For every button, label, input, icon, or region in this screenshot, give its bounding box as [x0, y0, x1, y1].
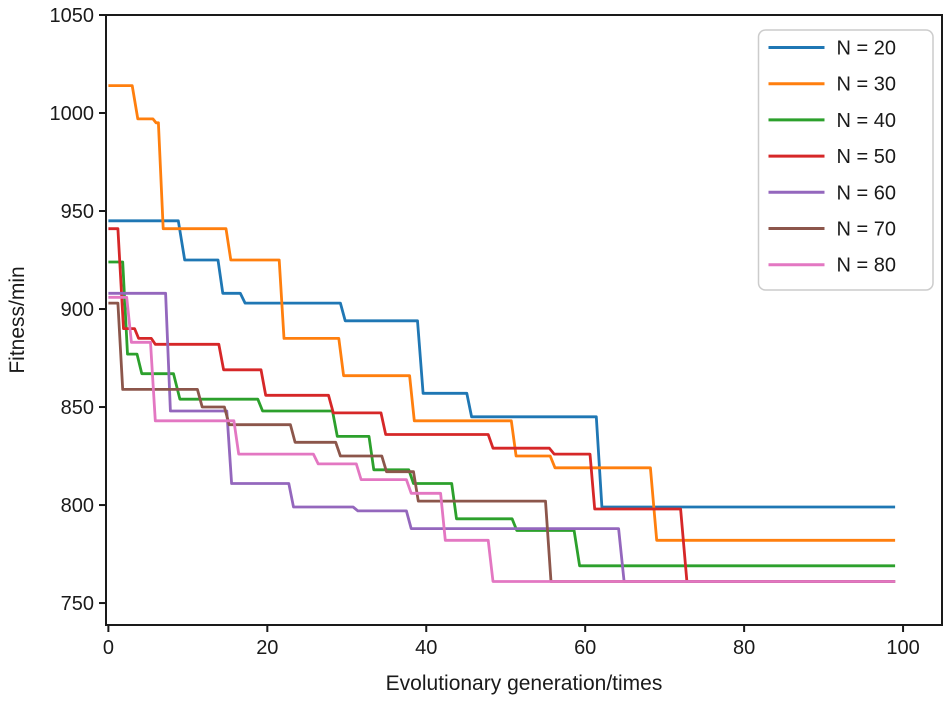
legend-label-20: N = 20	[837, 38, 896, 60]
legend-label-40: N = 40	[837, 110, 896, 132]
y-tick-label: 900	[61, 299, 94, 321]
y-tick-label: 1000	[50, 103, 95, 125]
series-line-20	[108, 219, 896, 509]
legend-label-70: N = 70	[837, 219, 896, 241]
axes-layer: 0 20 40 60 80 100 750 800 850 900 950 1000 1050	[50, 5, 943, 659]
x-tick-label: 40	[415, 637, 437, 659]
series-line-60	[108, 291, 896, 583]
legend-box	[757, 29, 934, 291]
x-tick-label: 80	[733, 637, 755, 659]
plot-frame	[105, 14, 943, 626]
legend-label-80: N = 80	[837, 255, 896, 277]
x-tick-label: 60	[574, 637, 596, 659]
legend-label-50: N = 50	[837, 146, 896, 168]
x-tick-label: 20	[256, 637, 278, 659]
plot-layer	[108, 84, 896, 583]
x-tick-label: 100	[886, 637, 919, 659]
y-tick-label: 750	[61, 593, 94, 615]
y-tick-label: 1050	[50, 5, 95, 27]
legend: N = 20 N = 30 N = 40 N = 50 N = 60 N = 70 N = …	[757, 29, 934, 291]
x-axis-title: Evolutionary generation/times	[386, 672, 663, 695]
legend-label-30: N = 30	[837, 74, 896, 96]
y-tick-label: 800	[61, 495, 94, 517]
series-line-70	[108, 301, 896, 583]
series-line-40	[108, 260, 896, 568]
series-line-30	[108, 84, 896, 542]
y-axis-title: Fitness/min	[6, 266, 29, 373]
x-tick-label: 0	[103, 637, 114, 659]
y-tick-label: 850	[61, 397, 94, 419]
series-line-80	[108, 295, 896, 583]
y-tick-label: 950	[61, 201, 94, 223]
series-line-50	[108, 227, 896, 583]
legend-label-60: N = 60	[837, 182, 896, 204]
